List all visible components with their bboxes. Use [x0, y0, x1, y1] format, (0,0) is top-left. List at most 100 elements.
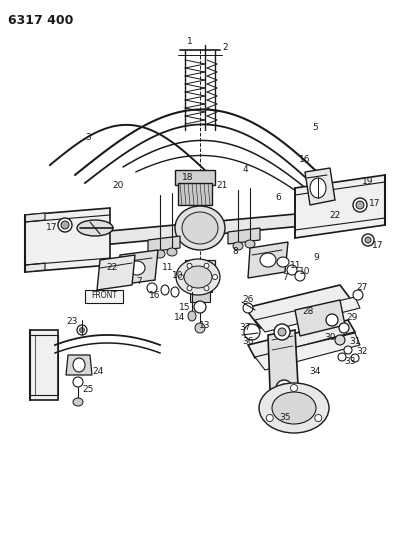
Ellipse shape [351, 354, 359, 362]
Ellipse shape [339, 323, 349, 333]
Polygon shape [295, 300, 345, 336]
Text: 7: 7 [136, 278, 142, 287]
Polygon shape [228, 228, 260, 244]
Text: 26: 26 [242, 295, 254, 304]
Ellipse shape [58, 218, 72, 232]
Ellipse shape [155, 250, 165, 258]
Text: 32: 32 [356, 348, 368, 357]
Text: 20: 20 [112, 181, 124, 190]
Ellipse shape [243, 303, 253, 313]
Ellipse shape [276, 380, 292, 396]
Ellipse shape [278, 328, 286, 336]
Text: 6317 400: 6317 400 [8, 14, 73, 27]
Ellipse shape [344, 346, 352, 354]
Text: 22: 22 [106, 263, 118, 272]
Polygon shape [248, 320, 355, 358]
Text: 16: 16 [149, 290, 161, 300]
Ellipse shape [179, 274, 184, 279]
Text: 1: 1 [187, 37, 193, 46]
Text: 27: 27 [356, 284, 368, 293]
Ellipse shape [295, 271, 305, 281]
Text: 30: 30 [324, 334, 336, 343]
Ellipse shape [176, 259, 220, 295]
Text: 2: 2 [222, 43, 228, 52]
Ellipse shape [175, 206, 225, 250]
Text: 35: 35 [279, 414, 291, 423]
Ellipse shape [80, 327, 84, 333]
Ellipse shape [338, 353, 346, 361]
Ellipse shape [73, 377, 83, 387]
Text: 9: 9 [313, 254, 319, 262]
Text: 29: 29 [346, 313, 358, 322]
Ellipse shape [129, 261, 145, 275]
Text: 34: 34 [309, 367, 321, 376]
Ellipse shape [171, 287, 179, 297]
Polygon shape [248, 242, 288, 278]
Text: 4: 4 [242, 166, 248, 174]
Text: 24: 24 [92, 367, 104, 376]
Ellipse shape [213, 274, 217, 279]
Ellipse shape [353, 198, 367, 212]
Text: 11: 11 [290, 261, 302, 270]
Bar [85, 290, 123, 303]
Polygon shape [118, 250, 158, 285]
Text: 11: 11 [162, 263, 174, 272]
Polygon shape [25, 213, 45, 222]
Ellipse shape [204, 263, 209, 268]
Text: 19: 19 [362, 177, 374, 187]
Text: 37: 37 [239, 324, 251, 333]
Text: 13: 13 [199, 320, 211, 329]
Polygon shape [25, 208, 110, 272]
Ellipse shape [259, 383, 329, 433]
Bar [188, 277, 212, 292]
Ellipse shape [204, 286, 209, 291]
Polygon shape [255, 333, 360, 370]
Ellipse shape [233, 242, 243, 250]
Ellipse shape [274, 324, 290, 340]
Polygon shape [97, 255, 135, 290]
Bar [185, 260, 215, 278]
Polygon shape [245, 285, 355, 328]
Ellipse shape [290, 384, 297, 392]
Polygon shape [66, 355, 92, 375]
Ellipse shape [161, 285, 169, 295]
Text: 17: 17 [46, 223, 58, 232]
Ellipse shape [187, 263, 192, 268]
Text: 21: 21 [216, 181, 228, 190]
Ellipse shape [365, 237, 371, 243]
Text: 18: 18 [182, 174, 194, 182]
Text: 28: 28 [302, 308, 314, 317]
Polygon shape [25, 263, 45, 272]
Ellipse shape [334, 203, 350, 229]
Text: 6: 6 [275, 193, 281, 203]
Ellipse shape [335, 335, 345, 345]
Ellipse shape [315, 415, 322, 422]
Ellipse shape [287, 265, 297, 275]
Text: 7: 7 [282, 273, 288, 282]
Text: 23: 23 [67, 318, 78, 327]
Bar [175, 170, 215, 185]
Polygon shape [305, 168, 335, 205]
Text: 10: 10 [299, 268, 311, 277]
Ellipse shape [362, 234, 374, 246]
Ellipse shape [73, 398, 83, 406]
Ellipse shape [272, 392, 316, 424]
Ellipse shape [260, 253, 276, 267]
Bar [190, 290, 210, 302]
Ellipse shape [187, 286, 192, 291]
Text: 10: 10 [172, 271, 184, 280]
Polygon shape [148, 236, 180, 252]
Ellipse shape [245, 240, 255, 248]
Text: 16: 16 [299, 156, 311, 165]
Text: 31: 31 [349, 337, 361, 346]
Ellipse shape [182, 212, 218, 244]
Text: 25: 25 [82, 385, 94, 394]
Ellipse shape [188, 311, 196, 321]
Ellipse shape [167, 248, 177, 256]
Text: 33: 33 [344, 358, 356, 367]
Ellipse shape [353, 290, 363, 300]
Ellipse shape [277, 257, 289, 267]
Polygon shape [295, 175, 385, 238]
Text: 3: 3 [85, 133, 91, 142]
Ellipse shape [310, 178, 326, 198]
